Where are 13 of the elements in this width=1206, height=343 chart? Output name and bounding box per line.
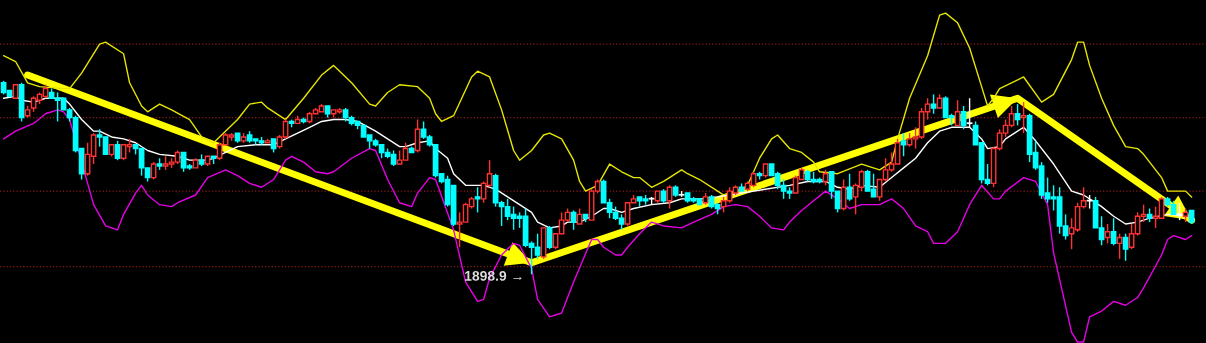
candlestick bbox=[546, 225, 553, 250]
candlestick bbox=[1014, 103, 1021, 127]
candlestick bbox=[1122, 232, 1129, 262]
candlestick bbox=[114, 140, 121, 161]
candlestick bbox=[1110, 217, 1117, 246]
candlestick bbox=[474, 186, 481, 214]
candlestick bbox=[570, 209, 577, 231]
candlestick bbox=[930, 93, 937, 115]
candlestick bbox=[954, 99, 961, 127]
candlestick bbox=[960, 105, 967, 130]
candlestick bbox=[846, 173, 853, 202]
candlestick bbox=[1116, 232, 1123, 260]
candlestick bbox=[1104, 223, 1111, 245]
